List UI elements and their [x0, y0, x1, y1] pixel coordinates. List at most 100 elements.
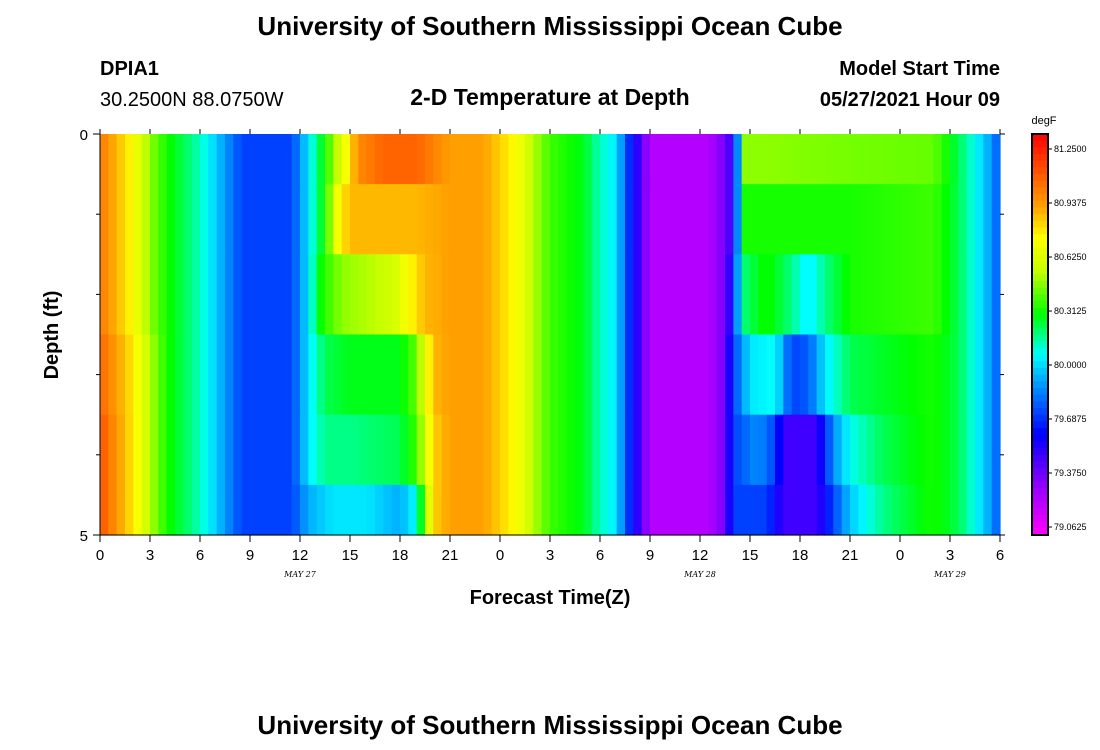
heatmap-cell [591, 184, 601, 255]
heatmap-cell [775, 254, 784, 336]
heatmap-cell [758, 134, 768, 185]
heatmap-cell [850, 254, 859, 336]
heatmap-cell [216, 414, 226, 486]
heatmap-cell [141, 184, 151, 255]
heatmap-cell [266, 134, 276, 185]
heatmap-cell [250, 334, 259, 416]
heatmap-cell [975, 254, 984, 336]
heatmap-cell [400, 334, 409, 416]
heatmap-cell [683, 134, 693, 185]
heatmap-cell [466, 414, 476, 486]
heatmap-cell [525, 414, 534, 486]
heatmap-cell [941, 414, 951, 486]
heatmap-cell [691, 484, 701, 536]
heatmap-cell [275, 414, 284, 486]
colorbar-swatch [1032, 341, 1048, 349]
heatmap-cell [708, 484, 718, 536]
heatmap-cell [925, 334, 934, 416]
heatmap-cell [225, 334, 234, 416]
heatmap-cell [300, 134, 309, 185]
heatmap-cell [258, 254, 268, 336]
heatmap-cell [433, 254, 443, 336]
heatmap-cell [500, 184, 509, 255]
heatmap-cell [783, 254, 793, 336]
heatmap-cell [558, 254, 568, 336]
heatmap-cell [391, 414, 401, 486]
colorbar-swatch [1032, 448, 1048, 456]
chart-subtitle: 2-D Temperature at Depth [410, 84, 689, 110]
colorbar-swatch [1032, 294, 1048, 302]
heatmap-cell [308, 414, 318, 486]
heatmap-cell [441, 334, 451, 416]
heatmap-cell [541, 184, 551, 255]
heatmap-cell [600, 414, 609, 486]
colorbar-swatch [1032, 174, 1048, 182]
colorbar-swatch [1032, 147, 1048, 155]
heatmap-cell [350, 184, 359, 255]
heatmap-cell [200, 134, 209, 185]
heatmap-cell [800, 134, 809, 185]
heatmap-cell [258, 184, 268, 255]
heatmap-cell [133, 414, 143, 486]
heatmap-cell [408, 134, 418, 185]
heatmap-cell [366, 484, 376, 536]
heatmap-cell [408, 334, 418, 416]
heatmap-cell [741, 414, 751, 486]
heatmap-cell [208, 134, 218, 185]
x-tick-label: 9 [646, 547, 654, 564]
heatmap-cell [800, 254, 809, 336]
heatmap-cell [450, 414, 459, 486]
heatmap-cell [475, 254, 484, 336]
heatmap-cell [950, 334, 959, 416]
heatmap-cell [375, 334, 384, 416]
heatmap-cell [441, 484, 451, 536]
heatmap-cell [708, 334, 718, 416]
heatmap-cell [666, 134, 676, 185]
heatmap-cell [775, 334, 784, 416]
heatmap-cell [458, 134, 468, 185]
colorbar-swatch [1032, 508, 1048, 516]
heatmap-cell [525, 134, 534, 185]
heatmap-cell [541, 414, 551, 486]
colorbar-swatch [1032, 267, 1048, 275]
heatmap-cell [808, 414, 818, 486]
heatmap-cell [425, 414, 434, 486]
heatmap-cell [816, 484, 826, 536]
heatmap-cell [883, 334, 893, 416]
heatmap-cell [591, 484, 601, 536]
heatmap-cell [850, 414, 859, 486]
heatmap-cell [950, 414, 959, 486]
heatmap-cell [208, 334, 218, 416]
heatmap-cell [850, 134, 859, 185]
heatmap-cell [291, 184, 301, 255]
heatmap-cell [125, 134, 134, 185]
heatmap-cell [741, 184, 751, 255]
heatmap-cell [950, 484, 959, 536]
heatmap-cell [316, 134, 326, 185]
heatmap-cell [116, 414, 126, 486]
heatmap-cell [975, 334, 984, 416]
heatmap-cell [891, 414, 901, 486]
heatmap-cell [791, 334, 801, 416]
heatmap-cell [675, 254, 684, 336]
heatmap-cell [758, 484, 768, 536]
heatmap-cell [400, 414, 409, 486]
heatmap-cell [908, 484, 918, 536]
heatmap-cell [175, 134, 184, 185]
heatmap-cell [608, 334, 618, 416]
heatmap-cell [350, 334, 359, 416]
heatmap-cell [358, 484, 368, 536]
heatmap-cell [766, 184, 776, 255]
heatmap-cell [475, 484, 484, 536]
heatmap-cell [325, 184, 334, 255]
heatmap-cell [316, 414, 326, 486]
colorbar-label: 80.3125 [1054, 306, 1087, 316]
heatmap-cell [516, 254, 526, 336]
heatmap-cell [308, 334, 318, 416]
heatmap-cell [708, 254, 718, 336]
heatmap-cell [650, 184, 659, 255]
heatmap-cell [500, 414, 509, 486]
heatmap-cell [800, 484, 809, 536]
heatmap-cell [400, 184, 409, 255]
heatmap-cell [716, 254, 726, 336]
